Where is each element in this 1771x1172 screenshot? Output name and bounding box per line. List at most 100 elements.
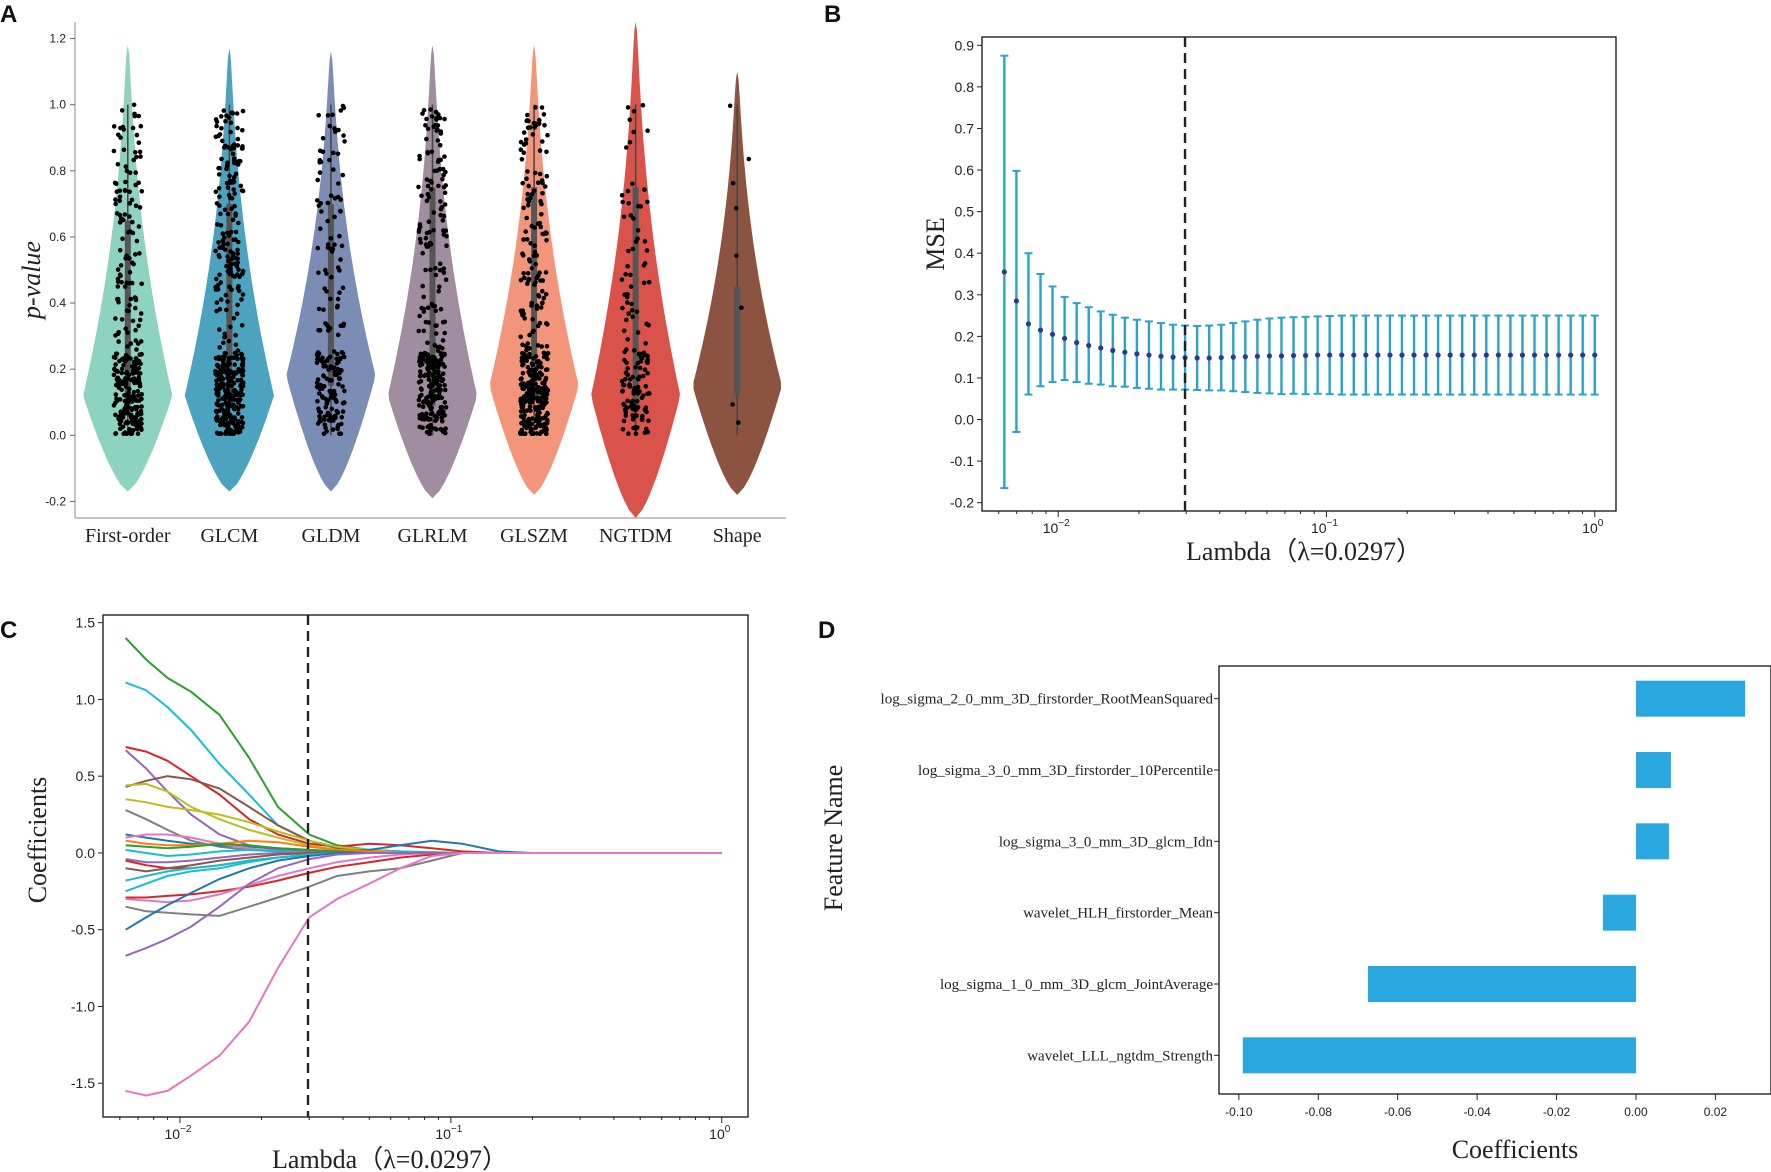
panel-a-data-point [117, 377, 122, 383]
panel-a-data-point [136, 180, 141, 186]
panel-a-data-point [134, 398, 140, 404]
panel-a-data-point [539, 212, 544, 217]
panel-a-data-point [416, 397, 422, 403]
panel-a-data-point [221, 357, 226, 363]
panel-a-data-point [730, 180, 736, 186]
panel-a-data-point [216, 186, 222, 191]
panel-a-data-point [438, 306, 444, 312]
panel-a-data-point [621, 402, 627, 408]
panel-a-data-point [736, 420, 741, 425]
panel-a-data-point [425, 340, 430, 346]
panel-c-x-tick-label: 100 [709, 1124, 731, 1142]
panel-c-y-label: Coefficients [23, 777, 52, 904]
panel-a-data-point [121, 127, 126, 132]
panel-a-data-point [534, 253, 540, 258]
panel-b-x-tick-label: 10−1 [1311, 518, 1338, 536]
panel-a-data-point [236, 220, 241, 226]
panel-a-data-point [625, 337, 630, 342]
panel-a-data-point [225, 254, 230, 259]
panel-a-data-point [537, 431, 543, 437]
panel-a-data-point [623, 413, 629, 418]
panel-a-data-point [327, 378, 333, 383]
panel-a-data-point [329, 390, 335, 395]
panel-a-data-point [136, 377, 142, 383]
panel-a-data-point [227, 284, 232, 290]
panel-a-data-point [133, 305, 138, 311]
panel-b-mean-point [1242, 354, 1248, 360]
panel-a-data-point [111, 354, 117, 360]
panel-a-data-point [442, 190, 448, 195]
panel-a-data-point [337, 290, 342, 295]
panel-a-data-point [129, 197, 135, 203]
panel-b-x-tick-exponent: −2 [1058, 518, 1070, 529]
panel-a-data-point [127, 303, 132, 308]
panel-a-data-point [238, 183, 244, 189]
panel-a-data-point [338, 108, 344, 113]
panel-a-data-point [334, 361, 340, 366]
panel-a-data-point [138, 408, 144, 414]
panel-a-data-point [443, 426, 448, 431]
panel-c-coefficient-line [125, 681, 722, 854]
panel-a-data-point [629, 301, 634, 307]
panel-b-y-tick-label: 0.3 [955, 287, 975, 303]
panel-a-data-point [438, 351, 444, 357]
panel-a-data-point [518, 277, 524, 283]
panel-a-data-point [637, 365, 643, 371]
panel-a-data-point [521, 130, 527, 135]
panel-a-data-point [216, 403, 221, 408]
panel-a-data-point [123, 164, 129, 169]
panel-a-data-point [324, 271, 329, 276]
panel-a-data-point [424, 198, 430, 204]
panel-a-data-point [544, 343, 550, 349]
panel-a-data-point [635, 425, 640, 430]
panel-a-data-point [645, 370, 650, 376]
panel-a-data-point [116, 339, 121, 344]
panel-a-y-tick-label: 1.2 [49, 32, 66, 46]
panel-a-data-point [127, 396, 133, 401]
panel-a-data-point [133, 415, 139, 421]
panel-a-data-point [421, 107, 427, 113]
panel-a-data-point [442, 202, 448, 207]
panel-a-data-point [329, 274, 334, 280]
panel-a-data-point [122, 212, 128, 217]
panel-a-data-point [417, 355, 423, 360]
panel-c-y-tick-label: -1.0 [71, 998, 95, 1014]
panel-a-data-point [625, 105, 631, 110]
panel-b-mean-point [1327, 352, 1333, 358]
panel-a-data-point [424, 116, 429, 122]
panel-b-mean-point [1049, 331, 1056, 337]
panel-a-data-point [424, 359, 429, 364]
panel-a-data-point [641, 280, 647, 286]
panel-b-mean-point [1339, 352, 1345, 358]
panel-d-x-tick-label: -0.06 [1384, 1105, 1412, 1119]
panel-a-data-point [525, 169, 530, 174]
panel-a-data-point [223, 119, 228, 124]
panel-a-data-point [214, 276, 219, 282]
panel-a-data-point [127, 170, 133, 176]
panel-a-data-point [236, 400, 241, 405]
panel-a-data-point [222, 247, 228, 252]
panel-a-data-point [644, 426, 649, 432]
panel-b-mean-point [1568, 352, 1574, 358]
panel-a-data-point [545, 132, 550, 138]
panel-a-data-point [118, 216, 124, 221]
panel-d-bar [1367, 966, 1636, 1002]
panel-a-data-point [216, 240, 221, 245]
panel-b-mean-point [1580, 352, 1586, 358]
panel-a-data-point [645, 199, 650, 205]
panel-a-data-point [641, 373, 646, 379]
panel-a-data-point [441, 270, 447, 276]
panel-a-data-point [137, 317, 143, 323]
panel-a-data-point [424, 411, 429, 417]
panel-a-data-point [231, 144, 237, 149]
panel-a-data-point [519, 376, 524, 381]
panel-a-data-point [215, 287, 221, 292]
panel-a-data-point [340, 401, 346, 406]
panel-a-data-point [118, 247, 123, 253]
panel-a-data-point [240, 128, 245, 133]
panel-a-data-point [232, 362, 238, 367]
panel-a-data-point [134, 238, 140, 244]
panel-a-data-point [133, 150, 138, 155]
panel-a-data-point [527, 407, 532, 413]
panel-a-data-point [542, 384, 548, 390]
